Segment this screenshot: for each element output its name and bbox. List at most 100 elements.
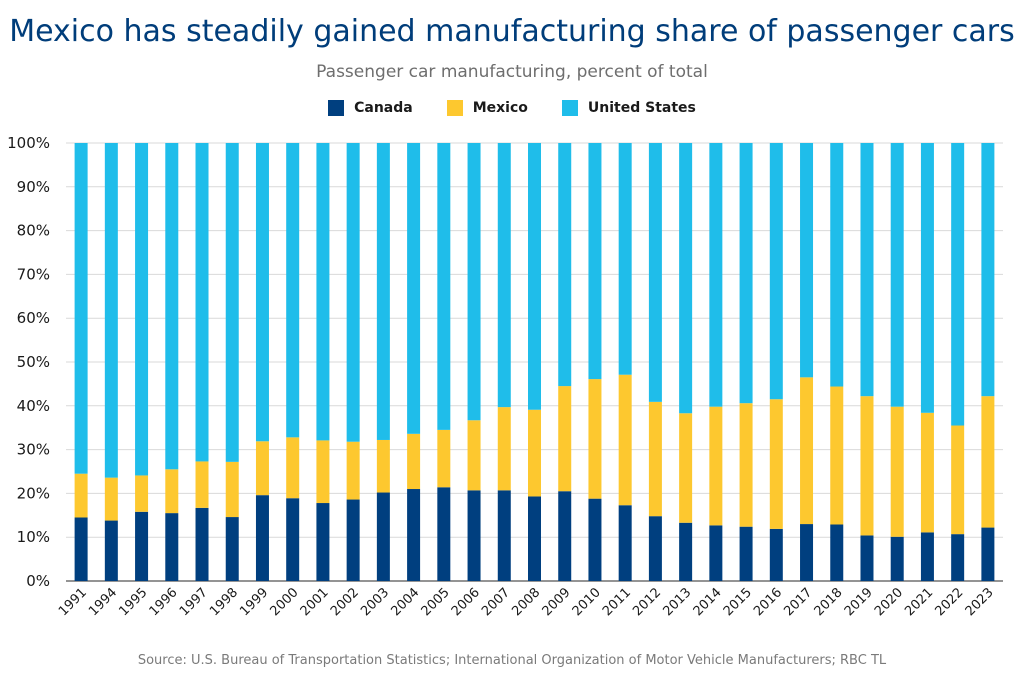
bar-segment-canada-2018 xyxy=(830,524,844,581)
y-tick-label: 30% xyxy=(17,441,50,459)
bar-segment-mexico-2018 xyxy=(830,386,844,525)
bar-segment-canada-2013 xyxy=(679,522,693,581)
bar-segment-mexico-1998 xyxy=(225,461,239,518)
x-tick-label: 2008 xyxy=(509,585,543,619)
bar-segment-mexico-1994 xyxy=(104,477,118,521)
x-tick-label: 1997 xyxy=(177,585,211,619)
bar-segment-canada-2015 xyxy=(739,526,753,581)
chart-subtitle: Passenger car manufacturing, percent of … xyxy=(316,62,708,82)
bar-segment-mexico-2017 xyxy=(800,377,814,525)
x-tick-label: 2003 xyxy=(358,585,392,619)
bar-segment-united-states-1999 xyxy=(255,143,269,442)
bar-segment-united-states-1991 xyxy=(74,143,88,474)
bar-segment-canada-2004 xyxy=(407,489,421,581)
x-tick-label: 1998 xyxy=(207,585,241,619)
x-tick-label: 2014 xyxy=(691,585,725,619)
bar-segment-mexico-2010 xyxy=(588,379,602,499)
bar-segment-mexico-2023 xyxy=(981,396,995,528)
bar-segment-canada-1994 xyxy=(104,520,118,581)
bar-segment-mexico-2008 xyxy=(528,409,541,497)
legend-swatch-canada xyxy=(328,100,345,116)
bar-segment-mexico-2011 xyxy=(618,374,632,506)
bar-segment-canada-2007 xyxy=(497,490,511,581)
bar-segment-mexico-2003 xyxy=(376,439,390,493)
bar-segment-united-states-2021 xyxy=(920,143,934,413)
x-tick-label: 1991 xyxy=(56,585,90,619)
y-tick-label: 80% xyxy=(17,222,50,240)
bar-segment-united-states-2012 xyxy=(648,143,662,402)
x-tick-label: 2012 xyxy=(630,585,664,619)
legend-label-mexico: Mexico xyxy=(472,100,528,116)
chart-source: Source: U.S. Bureau of Transportation St… xyxy=(137,653,887,668)
bar-segment-canada-2012 xyxy=(648,516,662,581)
bar-segment-united-states-2011 xyxy=(618,143,632,375)
x-tick-label: 2007 xyxy=(479,585,513,619)
legend-label-united-states: United States xyxy=(587,100,696,116)
bar-segment-united-states-2006 xyxy=(467,143,481,421)
x-tick-label: 2017 xyxy=(781,585,815,619)
x-tick-label: 2013 xyxy=(660,585,694,619)
bar-segment-canada-1991 xyxy=(74,517,88,581)
bar-segment-canada-2022 xyxy=(951,534,965,581)
bar-segment-canada-2019 xyxy=(860,535,874,581)
bar-segment-united-states-2010 xyxy=(588,143,602,380)
chart-title: Mexico has steadily gained manufacturing… xyxy=(9,14,1015,49)
bar-segment-united-states-2004 xyxy=(407,143,421,434)
bar-segment-united-states-2000 xyxy=(286,143,300,438)
legend-item-canada: Canada xyxy=(328,100,413,116)
bar-segment-mexico-2020 xyxy=(890,406,904,537)
bar-segment-canada-2008 xyxy=(528,496,541,581)
legend-swatch-mexico xyxy=(446,100,463,116)
bar-segment-united-states-1998 xyxy=(225,143,239,462)
x-tick-label: 2022 xyxy=(932,585,966,619)
bar-segment-canada-2006 xyxy=(467,490,481,581)
bar-segment-mexico-2006 xyxy=(467,420,481,491)
y-tick-label: 20% xyxy=(17,484,50,502)
bar-segment-mexico-2007 xyxy=(497,407,511,491)
x-tick-label: 2004 xyxy=(388,585,422,619)
bar-segment-mexico-2014 xyxy=(709,406,723,526)
bar-segment-mexico-2004 xyxy=(407,433,421,490)
bar-segment-united-states-2017 xyxy=(800,143,814,378)
bar-segment-canada-2003 xyxy=(376,492,390,581)
x-tick-label: 1999 xyxy=(237,585,271,619)
x-tick-label: 1995 xyxy=(116,585,150,619)
legend-label-canada: Canada xyxy=(354,100,413,116)
bar-segment-canada-2010 xyxy=(588,498,602,581)
bar-segment-mexico-1999 xyxy=(255,441,269,496)
bar-segment-united-states-1996 xyxy=(165,143,179,470)
bar-segment-united-states-2018 xyxy=(830,143,844,387)
bar-segment-mexico-2012 xyxy=(648,401,662,517)
bar-segment-canada-2002 xyxy=(346,499,360,581)
legend-item-united-states: United States xyxy=(561,100,696,116)
x-tick-label: 2016 xyxy=(751,585,785,619)
bar-segment-mexico-1995 xyxy=(135,475,149,512)
bar-segment-canada-2023 xyxy=(981,527,995,581)
bar-segment-united-states-2020 xyxy=(890,143,904,407)
bar-segment-mexico-1996 xyxy=(165,469,179,514)
bar-segment-mexico-2015 xyxy=(739,403,753,527)
bar-segment-canada-2020 xyxy=(890,536,904,581)
y-tick-label: 0% xyxy=(26,572,50,590)
bar-segment-mexico-2019 xyxy=(860,396,874,536)
bar-segment-mexico-2009 xyxy=(558,386,572,492)
y-tick-label: 60% xyxy=(17,309,50,327)
x-tick-label: 2021 xyxy=(902,585,936,619)
bar-segment-mexico-2021 xyxy=(920,412,934,533)
legend-item-mexico: Mexico xyxy=(446,100,528,116)
bar-segment-mexico-2002 xyxy=(346,441,360,500)
bar-segment-mexico-2013 xyxy=(679,413,693,523)
bar-segment-united-states-1994 xyxy=(104,143,118,478)
bar-segment-mexico-2001 xyxy=(316,440,330,504)
y-tick-label: 50% xyxy=(17,353,50,371)
y-tick-label: 10% xyxy=(17,528,50,546)
bar-segment-united-states-2001 xyxy=(316,143,330,441)
legend-swatch-united-states xyxy=(561,100,578,116)
bar-segment-united-states-2015 xyxy=(739,143,753,404)
bar-segment-united-states-2002 xyxy=(346,143,360,442)
bar-segment-mexico-2022 xyxy=(951,425,965,535)
bar-segment-canada-1995 xyxy=(135,511,149,581)
x-tick-label: 2010 xyxy=(570,585,604,619)
x-tick-label: 2018 xyxy=(812,585,846,619)
